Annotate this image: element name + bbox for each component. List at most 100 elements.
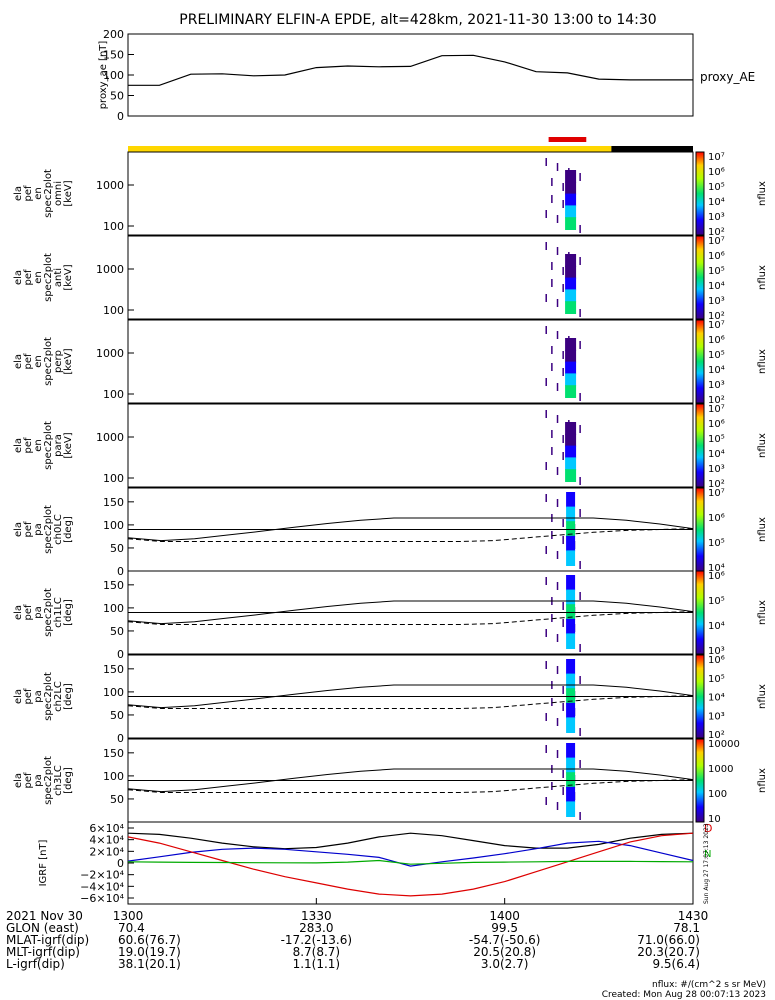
panel-anti-spectrum-dash (556, 247, 559, 255)
panel-anti-spectrum-dash (545, 242, 547, 250)
panel-ch2LC-ylabel: ela pef pa spec2plot ch2LC [deg] (13, 672, 74, 721)
panel-ch2LC-spectrum-dash (579, 676, 581, 684)
panel-para-spectrum-dash (579, 425, 581, 433)
panel-anti-spectrum-dash (562, 284, 564, 292)
panel-omni-spectrum-dash (545, 210, 547, 218)
panel-para-ylabel-line: [keV] (63, 432, 74, 458)
panel-ch0LC-ylabel: ela pef pa spec2plot ch0LC [deg] (13, 505, 74, 554)
igrf-series-bz-line (127, 859, 694, 865)
panel-anti-ylabel-line: pef (23, 269, 34, 286)
panel-ch1LC-spectrum-cell (566, 633, 576, 649)
panel-ch3LC-ylabel-line: [deg] (63, 767, 74, 794)
panel-anti-ylabel-line: anti (53, 268, 64, 287)
panel-omni-spectrum-dash (551, 195, 553, 203)
panel-omni-ztick-label: 10⁵ (708, 182, 725, 193)
panel-para-frame (127, 403, 694, 488)
igrf-series-by-line (127, 832, 694, 897)
panel-ch0LC-ylabel-line: spec2plot (43, 505, 54, 554)
panel-ch2LC-spectrum-dash (562, 703, 564, 711)
panel-ch0LC-spectrum-dash (551, 531, 553, 539)
panel-ch0LC-spectrum-dash (562, 536, 564, 544)
panel-perp-spectrum-cell (565, 349, 577, 363)
xaxis-row-value: -17.2(-13.6) (281, 933, 352, 947)
panel-ch2LC-spectrum-dash (562, 686, 564, 694)
panel-ch3LC-ztick-label: 100 (708, 789, 727, 800)
panel-ch2LC-ztick-label: 10³ (708, 711, 725, 722)
panel-ch2LC-ztick-label: 10⁵ (708, 674, 725, 685)
panel-perp-ylabel: ela pef en spec2plot perp [keV] (13, 337, 74, 386)
panel-ch3LC-spectrum-dash (551, 782, 553, 790)
panel-omni-spectrum-dash (556, 163, 559, 171)
panel-para-spectrum-dash (551, 447, 553, 455)
igrf-series-bz (127, 859, 694, 865)
panel-ch3LC-colorbar (695, 738, 705, 823)
panel-ch1LC-spectrum-cell (566, 589, 576, 606)
panel-anti-colorbar (695, 235, 705, 320)
panel-ch2LC-ytick-label: 100 (103, 686, 124, 699)
igrf-series-bt-line (127, 832, 694, 850)
panel-perp-ylabel-line: [keV] (63, 348, 74, 374)
panel-ch0LC-spectrum-cell (566, 492, 576, 508)
panel-para-spectrum-cell (565, 469, 577, 482)
panel-ch2LC-ytick-label: 150 (103, 663, 124, 676)
panel-ch2LC-spectrum-cell (566, 673, 576, 690)
ae-ytick-label: 150 (103, 49, 124, 62)
panel-ch2LC-spectrum (545, 659, 581, 736)
science-zone-marker (548, 137, 587, 142)
panel-ch3LC-spectrum-cell (566, 801, 576, 817)
igrf-ylabel-line: IGRF [nT] (38, 839, 49, 886)
panel-omni-colorbar (695, 151, 705, 236)
date-label: 2021 Nov 30 (6, 909, 83, 923)
panel-ch2LC-colorbar (695, 654, 705, 739)
panel-ch0LC-ylabel-line: ela (13, 522, 24, 537)
panel-ch0LC-spectrum-dash (556, 551, 559, 559)
panel-ch0LC-ytick-label: 0 (117, 565, 124, 578)
panel-perp-ztick-label: 10³ (708, 380, 725, 391)
panel-ch0LC-ztick-label: 10⁷ (708, 488, 725, 499)
panel-ch2LC-ylabel-line: spec2plot (43, 672, 54, 721)
panel-para-ztick-label: 10⁴ (708, 449, 725, 460)
panel-anti-spectrum-dash (551, 262, 553, 270)
panel-ch1LC-colorbar (695, 570, 705, 655)
panel-ch0LC-spectrum-dash (579, 509, 581, 517)
panel-anti-spectrum-cell (565, 289, 577, 303)
panel-ch3LC-ylabel-line: pef (23, 772, 34, 789)
panel-anti-ztick-label: 10² (708, 311, 725, 322)
panel-omni-ztick-label: 10² (708, 227, 725, 238)
panel-ch3LC-ztick-label: 10 (708, 814, 721, 825)
panel-anti-frame (127, 235, 694, 320)
panel-omni-spectrum-cell (565, 205, 577, 219)
panel-perp-zlabel: nflux (757, 349, 768, 374)
panel-ch0LC-ztick-label: 10⁴ (708, 563, 725, 574)
panel-ch0LC-ylabel-line: ch0LC (53, 514, 64, 545)
panel-ch3LC-zlabel: nflux (757, 768, 768, 793)
panel-ch1LC-ytick-label: 150 (103, 579, 124, 592)
panel-ch1LC-spectrum-dash (579, 644, 581, 652)
panel-omni-spectrum-dash (556, 215, 559, 223)
panel-perp-spectrum-dash (579, 393, 581, 401)
panel-anti-zlabel: nflux (757, 265, 768, 290)
panel-perp-spectrum-dash (551, 363, 553, 371)
panel-perp-spectrum-dash (551, 346, 553, 354)
panel-omni-spectrum-dash (562, 200, 564, 208)
panel-para-ztick-label: 10² (708, 479, 725, 490)
orbit-bar-night (611, 146, 693, 152)
panel-para-spectrum-cell (565, 422, 577, 435)
xaxis-row-value: -54.7(-50.6) (469, 933, 540, 947)
panel-anti-ztick-label: 10⁵ (708, 266, 725, 277)
panel-ch2LC-ztick-label: 10⁴ (708, 693, 725, 704)
panel-ch1LC-losscone (127, 600, 694, 625)
panel-para-ztick-label: 10⁶ (708, 419, 725, 430)
xtick-label: 1330 (301, 909, 332, 923)
panel-ch0LC-spectrum-cell (566, 535, 576, 552)
panel-para-ztick-label: 10³ (708, 464, 725, 475)
panel-anti-spectrum-dash (562, 267, 564, 275)
xaxis-row-value: 38.1(20.1) (118, 957, 181, 971)
panel-ch3LC-spectrum-cell (566, 786, 576, 803)
panel-para-colorbar (695, 403, 705, 488)
panel-ch1LC-ytick-label: 0 (117, 648, 124, 661)
panel-anti-ylabel-line: ela (13, 270, 24, 285)
panel-para-ztick-label: 10⁷ (708, 404, 725, 415)
panel-anti-spectrum-cell (565, 301, 577, 314)
panel-ch2LC-ylabel-line: pef (23, 688, 34, 705)
